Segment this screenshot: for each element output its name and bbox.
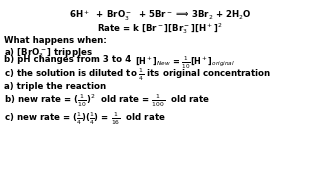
Text: 6H$^+$  + BrO$_3^-$  + 5Br$^-$ ⟹ 3Br$_2$ + 2H$_2$O: 6H$^+$ + BrO$_3^-$ + 5Br$^-$ ⟹ 3Br$_2$ +…: [68, 9, 252, 23]
Text: b) pH changes from 3 to 4: b) pH changes from 3 to 4: [4, 55, 131, 64]
Text: c) the solution is diluted to $\frac{1}{4}$ its original concentration: c) the solution is diluted to $\frac{1}{…: [4, 67, 271, 84]
Text: c) new rate = ($\frac{1}{4}$)($\frac{1}{4}$) = $\frac{1}{16}$  old rate: c) new rate = ($\frac{1}{4}$)($\frac{1}{…: [4, 111, 165, 127]
Text: What happens when:: What happens when:: [4, 36, 107, 45]
Text: a) triple the reaction: a) triple the reaction: [4, 82, 106, 91]
Text: [H$^+$]$_{New}$ = $\frac{1}{10}$[H$^+$]$_{original}$: [H$^+$]$_{New}$ = $\frac{1}{10}$[H$^+$]$…: [135, 55, 235, 71]
Text: b) new rate = ($\frac{1}{10}$)$^2$  old rate = $\frac{1}{100}$  old rate: b) new rate = ($\frac{1}{10}$)$^2$ old r…: [4, 93, 210, 109]
Text: a) [BrO$_3^-$] tripples: a) [BrO$_3^-$] tripples: [4, 46, 93, 60]
Text: Rate = k [Br$^-$][Br$_3^-$][H$^+$]$^2$: Rate = k [Br$^-$][Br$_3^-$][H$^+$]$^2$: [97, 21, 223, 36]
